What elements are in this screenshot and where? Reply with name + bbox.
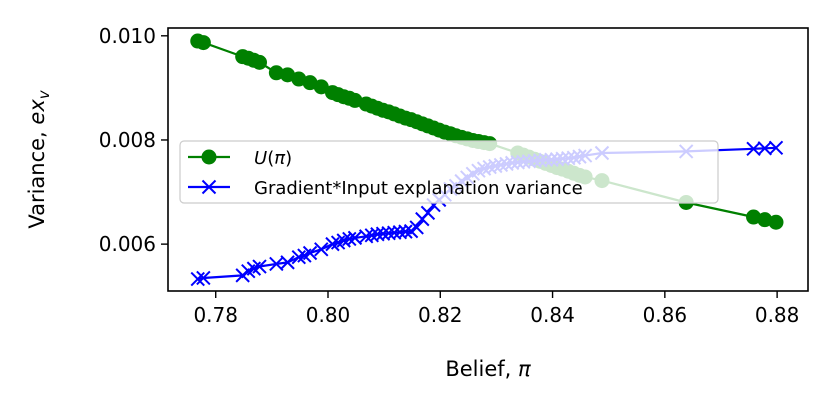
y-tick-label: 0.006 [99, 232, 156, 256]
data-point-x [398, 224, 413, 239]
data-point-x [381, 225, 396, 241]
data-point-x [342, 231, 357, 247]
legend-box [179, 140, 719, 204]
data-point-circle [252, 54, 268, 70]
data-point-x [291, 249, 307, 265]
data-point-x [336, 233, 351, 248]
legend-marker-circle [201, 149, 217, 165]
data-point-circle [757, 212, 773, 228]
data-point-circle [768, 214, 784, 230]
data-point-x [387, 225, 402, 240]
data-point-x [746, 141, 761, 157]
data-point-x [375, 226, 391, 241]
data-point-x [768, 140, 784, 155]
data-point-x [358, 229, 374, 244]
data-point-x [420, 205, 436, 221]
legend-entry-label: Gradient*Input explanation variance [254, 178, 583, 199]
data-point-x [196, 270, 211, 286]
data-point-circle [313, 79, 329, 95]
data-point-x [409, 220, 424, 235]
x-tick-label: 0.78 [193, 303, 238, 327]
y-tick-label: 0.008 [99, 128, 156, 152]
x-tick-label: 0.84 [530, 303, 575, 327]
axis-ticks: 0.78 0.80 0.82 0.84 0.86 0.88 0.006 0.008 0.010 [99, 24, 800, 327]
legend-marker-x [201, 179, 217, 195]
x-axis-label: Belief, π [445, 357, 531, 381]
x-tick-label: 0.80 [306, 303, 351, 327]
data-point-x [302, 245, 318, 261]
data-point-x [280, 255, 295, 270]
data-point-x [325, 236, 340, 252]
y-axis-label: Variance, exv [25, 89, 53, 228]
data-point-x [314, 242, 329, 257]
data-point-circle [268, 65, 284, 81]
x-tick-label: 0.88 [755, 303, 800, 327]
data-point-circle [195, 35, 211, 51]
data-point-x [392, 224, 408, 240]
data-point-x [190, 271, 205, 287]
plot-frame [167, 27, 809, 292]
data-point-x [370, 227, 385, 242]
x-tick-label: 0.82 [418, 303, 463, 327]
data-point-x [252, 259, 267, 274]
legend: U(π) Gradient*Input explanation variance [179, 140, 719, 204]
x-tick-label: 0.86 [643, 303, 688, 327]
axis-labels: Belief, π Variance, exv [25, 89, 531, 381]
data-point-x [757, 141, 772, 156]
legend-entry-label: U(π) [254, 148, 292, 169]
data-point-circle [746, 209, 762, 225]
y-tick-label: 0.010 [99, 24, 156, 48]
